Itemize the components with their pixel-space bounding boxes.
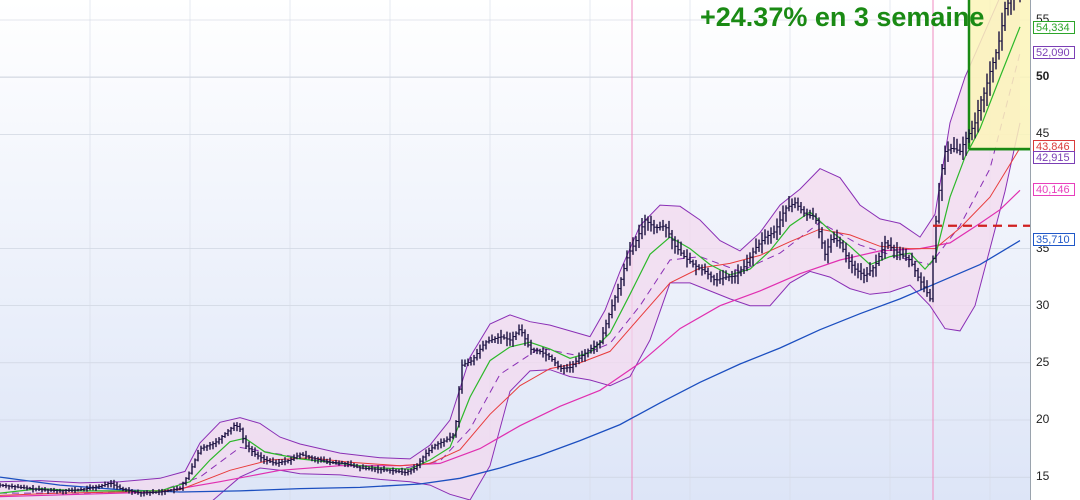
y-tick-label: 30 <box>1036 297 1050 312</box>
ma-very-long-line <box>0 240 1021 493</box>
y-tick-label: 15 <box>1036 469 1050 484</box>
price-tag: 52,090 <box>1033 46 1075 60</box>
y-tick-label: 50 <box>1036 69 1050 84</box>
gain-highlight <box>967 0 1030 151</box>
bollinger-lower <box>212 122 1021 500</box>
price-tag: 40,146 <box>1033 182 1075 196</box>
y-tick-label: 45 <box>1036 126 1050 141</box>
support-line <box>933 147 1030 227</box>
y-tick-label: 25 <box>1036 354 1050 369</box>
gain-annotation: +24.37% en 3 semaine <box>700 2 985 32</box>
bollinger-upper <box>0 0 1000 484</box>
price-axis <box>1030 0 1080 500</box>
y-tick-label: 20 <box>1036 412 1050 426</box>
ma-long-line <box>0 189 1021 498</box>
price-tag: 54,334 <box>1033 20 1075 34</box>
price-tag: 43,846 <box>1033 140 1075 154</box>
price-tag: 35,710 <box>1033 233 1075 247</box>
price-bars <box>0 0 1021 497</box>
highlight-box <box>969 0 1030 150</box>
price-tag: 42,915 <box>1033 151 1075 165</box>
bollinger-fill <box>0 0 1020 500</box>
